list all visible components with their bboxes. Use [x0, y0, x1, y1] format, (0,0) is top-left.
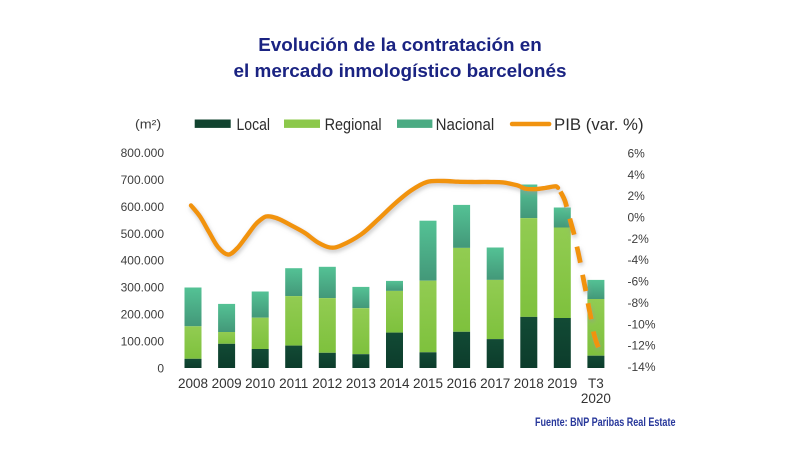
svg-text:-8%: -8% — [628, 296, 650, 310]
svg-text:2016: 2016 — [447, 376, 477, 391]
svg-text:-2%: -2% — [628, 232, 650, 246]
svg-text:2013: 2013 — [346, 376, 376, 391]
svg-text:400.000: 400.000 — [121, 254, 165, 268]
svg-text:-6%: -6% — [628, 275, 650, 289]
svg-text:2009: 2009 — [212, 376, 242, 391]
svg-text:2011: 2011 — [279, 376, 308, 391]
svg-text:Evolución de la contratación e: Evolución de la contratación en — [258, 35, 542, 55]
svg-text:-10%: -10% — [628, 317, 656, 331]
svg-text:(m²): (m²) — [135, 116, 161, 131]
svg-text:2008: 2008 — [178, 376, 208, 391]
svg-text:-12%: -12% — [628, 339, 656, 353]
svg-text:200.000: 200.000 — [121, 308, 165, 322]
svg-text:2014: 2014 — [379, 376, 410, 391]
svg-text:-14%: -14% — [628, 360, 656, 374]
svg-text:PIB (var. %): PIB (var. %) — [554, 116, 644, 134]
svg-text:2012: 2012 — [312, 376, 342, 391]
svg-text:100.000: 100.000 — [121, 334, 165, 348]
svg-text:2020: 2020 — [581, 391, 611, 406]
svg-text:2%: 2% — [628, 189, 646, 203]
svg-text:el mercado inmologístico barce: el mercado inmologístico barcelonés — [234, 61, 567, 81]
svg-text:Regional: Regional — [325, 116, 382, 134]
svg-text:700.000: 700.000 — [121, 173, 165, 187]
svg-text:6%: 6% — [628, 147, 646, 161]
svg-text:4%: 4% — [628, 168, 646, 182]
svg-text:600.000: 600.000 — [121, 200, 165, 214]
svg-text:2015: 2015 — [413, 376, 443, 391]
svg-text:2019: 2019 — [547, 376, 577, 391]
svg-text:2017: 2017 — [480, 376, 510, 391]
svg-text:300.000: 300.000 — [121, 281, 165, 295]
svg-text:Local: Local — [237, 116, 271, 134]
svg-text:500.000: 500.000 — [121, 227, 165, 241]
svg-text:800.000: 800.000 — [121, 146, 165, 160]
svg-text:T3: T3 — [588, 376, 604, 391]
svg-text:Nacional: Nacional — [436, 116, 495, 134]
svg-text:2018: 2018 — [514, 376, 544, 391]
svg-text:Fuente: BNP Paribas Real Estat: Fuente: BNP Paribas Real Estate — [535, 417, 676, 429]
svg-text:-4%: -4% — [628, 253, 650, 267]
svg-text:0%: 0% — [628, 211, 646, 225]
svg-text:0: 0 — [157, 361, 164, 375]
svg-text:2010: 2010 — [245, 376, 275, 391]
